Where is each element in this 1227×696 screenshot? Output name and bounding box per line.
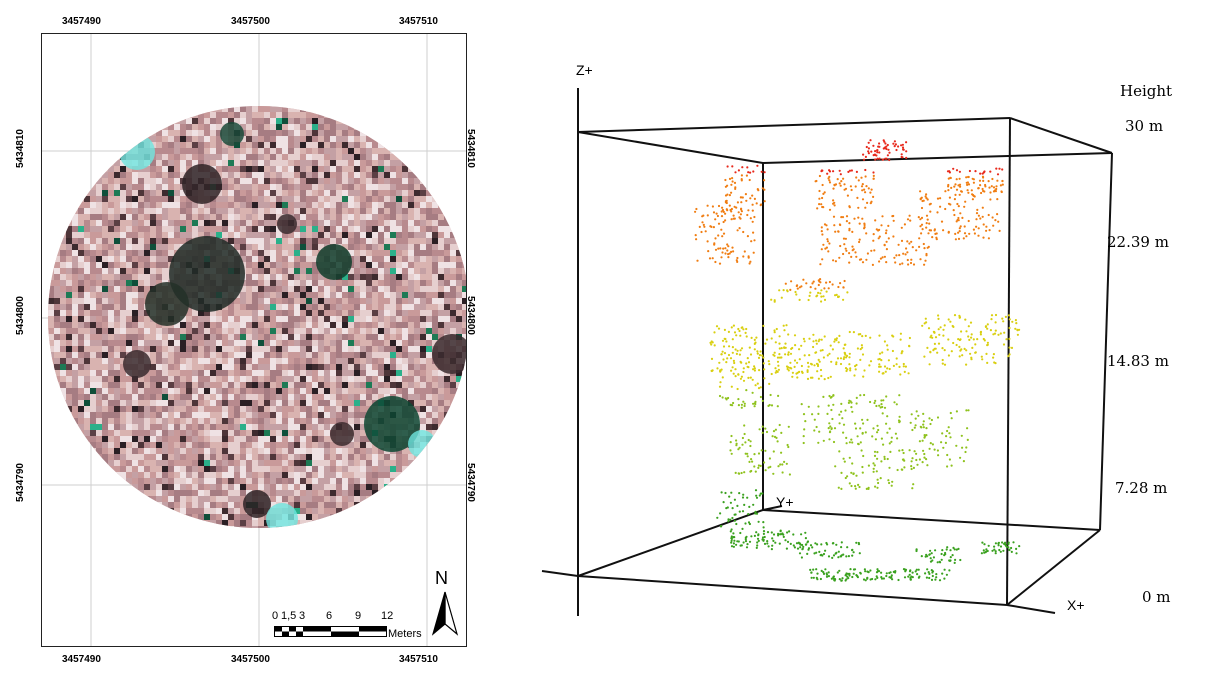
point-cloud-panel: Z+ Y+ X+ Height 30 m 22.39 m 14.83 m 7.2… (520, 0, 1227, 691)
height-legend-7m: 7.28 m (1115, 479, 1167, 497)
point-cloud-canvas (520, 0, 1227, 691)
bounding-box (542, 88, 1112, 616)
scale-bar-graphic (274, 625, 392, 639)
map-x-tick-bottom-3: 3457510 (399, 654, 438, 665)
scale-tick-12: 12 (381, 610, 393, 622)
scale-bar: 0 1,5 3 6 9 12 Meters (272, 610, 442, 644)
orthophoto-map-panel: 3457490 3457500 3457510 3457490 3457500 … (0, 0, 520, 691)
map-y-tick-left-1: 5434810 (15, 129, 26, 168)
scale-tick-1-5: 1,5 (281, 610, 296, 622)
map-x-tick-bottom-1: 3457490 (62, 654, 101, 665)
map-y-tick-left-3: 5434790 (15, 463, 26, 502)
map-x-tick-top-2: 3457500 (231, 16, 270, 27)
scale-tick-6: 6 (326, 610, 332, 622)
scale-tick-3: 3 (299, 610, 305, 622)
axis-label-z: Z+ (576, 62, 593, 78)
map-frame (41, 33, 467, 647)
map-x-tick-top-3: 3457510 (399, 16, 438, 27)
north-arrow-icon (430, 590, 460, 638)
map-canvas (42, 34, 467, 647)
height-legend-30m: 30 m (1125, 117, 1163, 135)
axis-label-x: X+ (1067, 597, 1085, 613)
scale-unit-label: Meters (388, 628, 422, 640)
height-legend-0m: 0 m (1142, 588, 1171, 606)
map-y-tick-left-2: 5434800 (15, 296, 26, 335)
north-arrow: N (430, 568, 460, 638)
scale-tick-0: 0 (272, 610, 278, 622)
axis-label-y: Y+ (776, 494, 794, 510)
north-label: N (435, 568, 448, 589)
height-legend-22m: 22.39 m (1107, 233, 1169, 251)
map-x-tick-bottom-2: 3457500 (231, 654, 270, 665)
height-legend-title: Height (1120, 82, 1172, 100)
scale-tick-9: 9 (355, 610, 361, 622)
map-x-tick-top-1: 3457490 (62, 16, 101, 27)
height-legend-14m: 14.83 m (1107, 352, 1169, 370)
